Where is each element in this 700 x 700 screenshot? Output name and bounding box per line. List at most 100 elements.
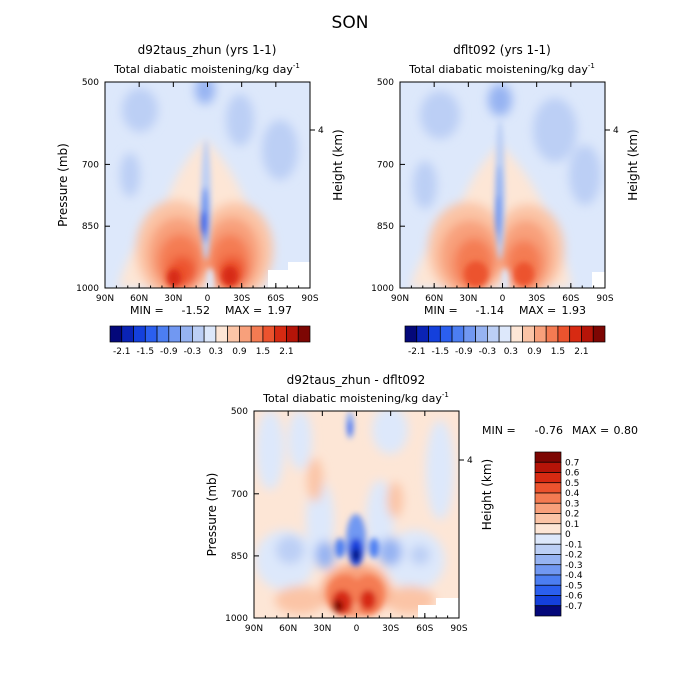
- colorbar-swatch: [239, 325, 252, 343]
- colorbar-label: 0: [565, 530, 571, 540]
- colorbar-label: -0.3: [184, 347, 202, 357]
- colorbar-swatch: [534, 461, 562, 473]
- colorbar-swatch: [534, 584, 562, 596]
- y-tick-label: 700: [377, 160, 394, 170]
- x-tick-label: 60S: [416, 624, 433, 634]
- colorbar-swatch: [203, 325, 217, 343]
- panel-2-axes: 90N 60N 30N 0 30S 60S 90S 500 700 850 1000 4 Pressur…: [205, 407, 494, 634]
- y-axis-label: Pressure (mb): [205, 473, 219, 557]
- x-tick-label: 60N: [130, 294, 148, 304]
- y2-tick-label: 4: [467, 456, 473, 466]
- x-tick-label: 60N: [425, 294, 443, 304]
- colorbar-swatch: [534, 502, 562, 514]
- y-axis-label: Pressure (mb): [56, 143, 70, 227]
- y-tick-label: 850: [231, 552, 248, 562]
- panel-0-subtitle: Total diabatic moistening/kg day-1: [113, 62, 300, 76]
- colorbar-label: 0.5: [565, 479, 579, 489]
- panel-0-colorbar: -2.1 -1.5 -0.9 -0.3 0.3 0.9 1.5 2.1: [109, 325, 311, 357]
- colorbar-swatch: [498, 325, 512, 343]
- y2-tick-label: 4: [318, 126, 324, 136]
- colorbar-label: -0.5: [565, 581, 583, 591]
- panel-2: d92taus_zhun - dflt092 Total diabatic mo…: [205, 373, 638, 634]
- colorbar-label: -0.2: [565, 551, 583, 561]
- colorbar-swatch: [168, 325, 181, 343]
- colorbar-label: 0.3: [565, 499, 579, 509]
- colorbar-swatch: [262, 325, 276, 343]
- y-tick-label: 700: [231, 490, 248, 500]
- panel-1-axes: 90N 60N 30N 0 30S 60S 90S 500 700 850 1000 4 Height …: [371, 78, 640, 304]
- page-title: SON: [332, 13, 369, 33]
- colorbar-label: -2.1: [408, 347, 426, 357]
- colorbar-label: -0.3: [565, 561, 583, 571]
- panel-1-subtitle-exp: -1: [588, 62, 595, 70]
- x-tick-label: 90S: [450, 624, 467, 634]
- panel-0: d92taus_zhun (yrs 1-1) Total diabatic mo…: [56, 43, 345, 357]
- colorbar-swatch: [404, 325, 418, 343]
- colorbar-label: 0.2: [565, 510, 579, 520]
- x-tick-label: 60S: [562, 294, 579, 304]
- panel-1-subtitle-text: Total diabatic moistening/kg day: [408, 63, 588, 76]
- colorbar-label: -0.4: [565, 571, 583, 581]
- colorbar-swatch: [487, 325, 500, 343]
- colorbar-swatch: [274, 325, 287, 343]
- panel-1-subtitle: Total diabatic moistening/kg day-1: [408, 62, 595, 76]
- panel-0-contours: [118, 82, 310, 288]
- colorbar-swatch: [109, 325, 123, 343]
- colorbar-label: -0.9: [455, 347, 473, 357]
- colorbar-swatch: [297, 325, 311, 343]
- y-tick-label: 1000: [225, 614, 248, 624]
- x-tick-label: 30N: [459, 294, 477, 304]
- colorbar-swatch: [475, 325, 488, 343]
- colorbar-swatch: [534, 605, 562, 617]
- colorbar-swatch: [581, 325, 594, 343]
- y2-axis-label: Height (km): [480, 459, 494, 530]
- y-tick-label: 500: [377, 78, 394, 88]
- y2-axis-label: Height (km): [331, 129, 345, 200]
- colorbar-swatch: [180, 325, 193, 343]
- x-tick-label: 60S: [267, 294, 284, 304]
- x-tick-label: 30N: [313, 624, 331, 634]
- panel-1-contours: [410, 84, 605, 288]
- colorbar-swatch: [534, 325, 547, 343]
- colorbar-label: -0.3: [479, 347, 497, 357]
- y-tick-label: 700: [82, 160, 99, 170]
- colorbar-swatch: [534, 543, 562, 555]
- colorbar-swatch: [557, 325, 571, 343]
- colorbar-swatch: [534, 595, 562, 607]
- panel-2-contours: [255, 411, 459, 618]
- colorbar-label: 0.6: [565, 469, 580, 479]
- colorbar-label: -0.6: [565, 592, 583, 602]
- colorbar-swatch: [534, 513, 562, 525]
- panel-2-subtitle-text: Total diabatic moistening/kg day: [262, 392, 442, 405]
- panel-2-subtitle-exp: -1: [442, 391, 449, 399]
- colorbar-swatch: [121, 325, 134, 343]
- colorbar-label: 0.7: [565, 458, 579, 468]
- colorbar-swatch: [227, 325, 240, 343]
- colorbar-label: -0.7: [565, 602, 583, 612]
- colorbar-swatch: [133, 325, 146, 343]
- colorbar-swatch: [144, 325, 158, 343]
- x-tick-label: 0: [205, 294, 211, 304]
- x-tick-label: 30N: [164, 294, 182, 304]
- colorbar-swatch: [215, 325, 228, 343]
- colorbar-swatch: [522, 325, 535, 343]
- panel-0-title: d92taus_zhun (yrs 1-1): [138, 43, 277, 57]
- y-tick-label: 850: [82, 222, 99, 232]
- colorbar-swatch: [534, 482, 562, 494]
- colorbar-label: 2.1: [279, 347, 293, 357]
- colorbar-label: 0.3: [209, 347, 223, 357]
- y-tick-label: 1000: [371, 284, 394, 294]
- colorbar-swatch: [156, 325, 170, 343]
- panel-0-min-value: -1.52: [182, 304, 210, 317]
- colorbar-swatch: [592, 325, 606, 343]
- colorbar-label: -2.1: [113, 347, 131, 357]
- x-tick-label: 60N: [279, 624, 297, 634]
- panel-2-min-value: -0.76: [535, 424, 563, 437]
- panel-0-min-label: MIN =: [130, 304, 164, 317]
- colorbar-label: 0.3: [504, 347, 518, 357]
- colorbar-label: 2.1: [574, 347, 588, 357]
- colorbar-swatch: [534, 564, 562, 576]
- panel-2-max-value: 0.80: [614, 424, 639, 437]
- colorbar-swatch: [439, 325, 453, 343]
- panel-2-title: d92taus_zhun - dflt092: [287, 373, 426, 387]
